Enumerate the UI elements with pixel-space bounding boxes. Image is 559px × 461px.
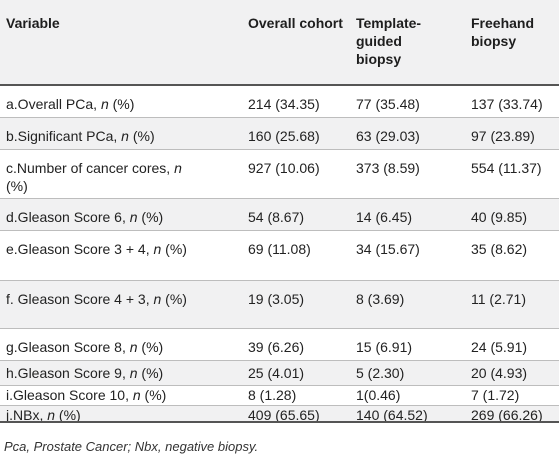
row-divider <box>0 280 559 281</box>
row-i-label: i.Gleason Score 10, n (%) <box>6 387 167 403</box>
row-e-overall: 69 (11.08) <box>248 241 311 257</box>
table-footnote: Pca, Prostate Cancer; Nbx, negative biop… <box>4 439 259 454</box>
row-f-overall: 19 (3.05) <box>248 291 305 307</box>
row-a-template: 77 (35.48) <box>356 96 420 112</box>
row-divider <box>0 405 559 406</box>
row-c-template: 373 (8.59) <box>356 160 420 176</box>
row-j-label: j.NBx, n (%) <box>6 407 81 423</box>
row-band <box>0 360 559 385</box>
row-g-freehand: 24 (5.91) <box>471 339 528 355</box>
row-a-freehand: 137 (33.74) <box>471 96 543 112</box>
row-e-freehand: 35 (8.62) <box>471 241 528 257</box>
row-divider <box>0 230 559 231</box>
row-band <box>0 117 559 149</box>
row-i-overall: 8 (1.28) <box>248 387 297 403</box>
row-b-freehand: 97 (23.89) <box>471 128 535 144</box>
row-j-freehand: 269 (66.26) <box>471 407 543 423</box>
row-e-template: 34 (15.67) <box>356 241 420 257</box>
row-h-overall: 25 (4.01) <box>248 365 305 381</box>
row-b-overall: 160 (25.68) <box>248 128 320 144</box>
row-f-template: 8 (3.69) <box>356 291 405 307</box>
header-overall-cohort: Overall cohort <box>248 15 343 31</box>
header-template-guided: Template-guided biopsy <box>356 15 422 67</box>
header-variable: Variable <box>6 15 60 31</box>
row-d-overall: 54 (8.67) <box>248 209 305 225</box>
row-i-freehand: 7 (1.72) <box>471 387 520 403</box>
row-d-template: 14 (6.45) <box>356 209 413 225</box>
table-bottom-rule <box>0 421 559 423</box>
header-divider <box>0 84 559 86</box>
row-b-template: 63 (29.03) <box>356 128 420 144</box>
header-freehand: Freehand biopsy <box>471 15 535 49</box>
row-divider <box>0 385 559 386</box>
row-divider <box>0 149 559 150</box>
row-a-label: a.Overall PCa, n (%) <box>6 96 135 112</box>
row-band <box>0 198 559 230</box>
row-d-freehand: 40 (9.85) <box>471 209 528 225</box>
row-f-label: f. Gleason Score 4 + 3, n (%) <box>6 291 187 307</box>
row-divider <box>0 117 559 118</box>
row-h-template: 5 (2.30) <box>356 365 405 381</box>
row-a-overall: 214 (34.35) <box>248 96 320 112</box>
row-g-label: g.Gleason Score 8, n (%) <box>6 339 164 355</box>
row-e-label: e.Gleason Score 3 + 4, n (%) <box>6 241 187 257</box>
row-band <box>0 405 559 421</box>
row-divider <box>0 198 559 199</box>
row-g-overall: 39 (6.26) <box>248 339 305 355</box>
row-h-label: h.Gleason Score 9, n (%) <box>6 365 164 381</box>
row-i-template: 1(0.46) <box>356 387 401 403</box>
header-band <box>0 0 559 84</box>
row-c-overall: 927 (10.06) <box>248 160 320 176</box>
row-j-overall: 409 (65.65) <box>248 407 320 423</box>
row-b-label: b.Significant PCa, n (%) <box>6 128 155 144</box>
row-band <box>0 280 559 328</box>
row-j-template: 140 (64.52) <box>356 407 428 423</box>
row-d-label: d.Gleason Score 6, n (%) <box>6 209 164 225</box>
row-g-template: 15 (6.91) <box>356 339 413 355</box>
row-c-label: c.Number of cancer cores, n (%) <box>6 160 182 194</box>
row-divider <box>0 328 559 329</box>
row-c-freehand: 554 (11.37) <box>471 160 542 176</box>
row-f-freehand: 11 (2.71) <box>471 291 526 307</box>
row-divider <box>0 360 559 361</box>
row-h-freehand: 20 (4.93) <box>471 365 528 381</box>
